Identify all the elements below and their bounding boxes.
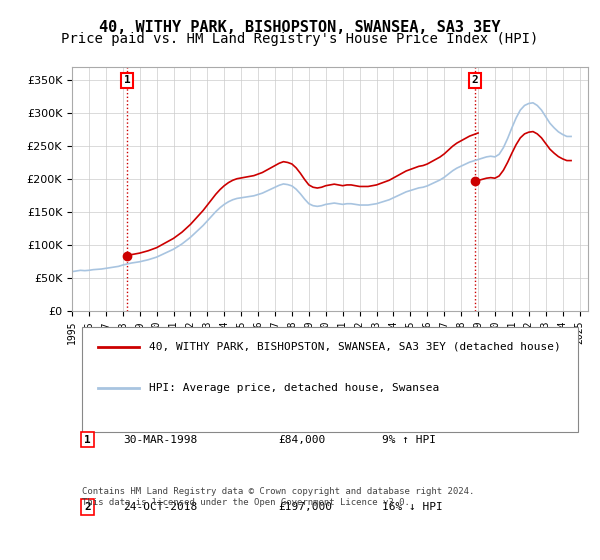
Text: £84,000: £84,000 (278, 435, 326, 445)
Text: 40, WITHY PARK, BISHOPSTON, SWANSEA, SA3 3EY: 40, WITHY PARK, BISHOPSTON, SWANSEA, SA3… (99, 20, 501, 35)
Text: 40, WITHY PARK, BISHOPSTON, SWANSEA, SA3 3EY (detached house): 40, WITHY PARK, BISHOPSTON, SWANSEA, SA3… (149, 342, 561, 352)
Text: £197,000: £197,000 (278, 502, 332, 512)
FancyBboxPatch shape (82, 327, 578, 432)
Text: 16% ↓ HPI: 16% ↓ HPI (382, 502, 442, 512)
Text: 1: 1 (124, 76, 130, 85)
Text: Contains HM Land Registry data © Crown copyright and database right 2024.
This d: Contains HM Land Registry data © Crown c… (82, 487, 475, 507)
Text: 9% ↑ HPI: 9% ↑ HPI (382, 435, 436, 445)
Text: 2: 2 (84, 502, 91, 512)
Text: 30-MAR-1998: 30-MAR-1998 (124, 435, 198, 445)
Text: 2: 2 (472, 76, 478, 85)
Text: 24-OCT-2018: 24-OCT-2018 (124, 502, 198, 512)
Text: Price paid vs. HM Land Registry's House Price Index (HPI): Price paid vs. HM Land Registry's House … (61, 32, 539, 46)
Text: HPI: Average price, detached house, Swansea: HPI: Average price, detached house, Swan… (149, 383, 440, 393)
Text: 1: 1 (84, 435, 91, 445)
